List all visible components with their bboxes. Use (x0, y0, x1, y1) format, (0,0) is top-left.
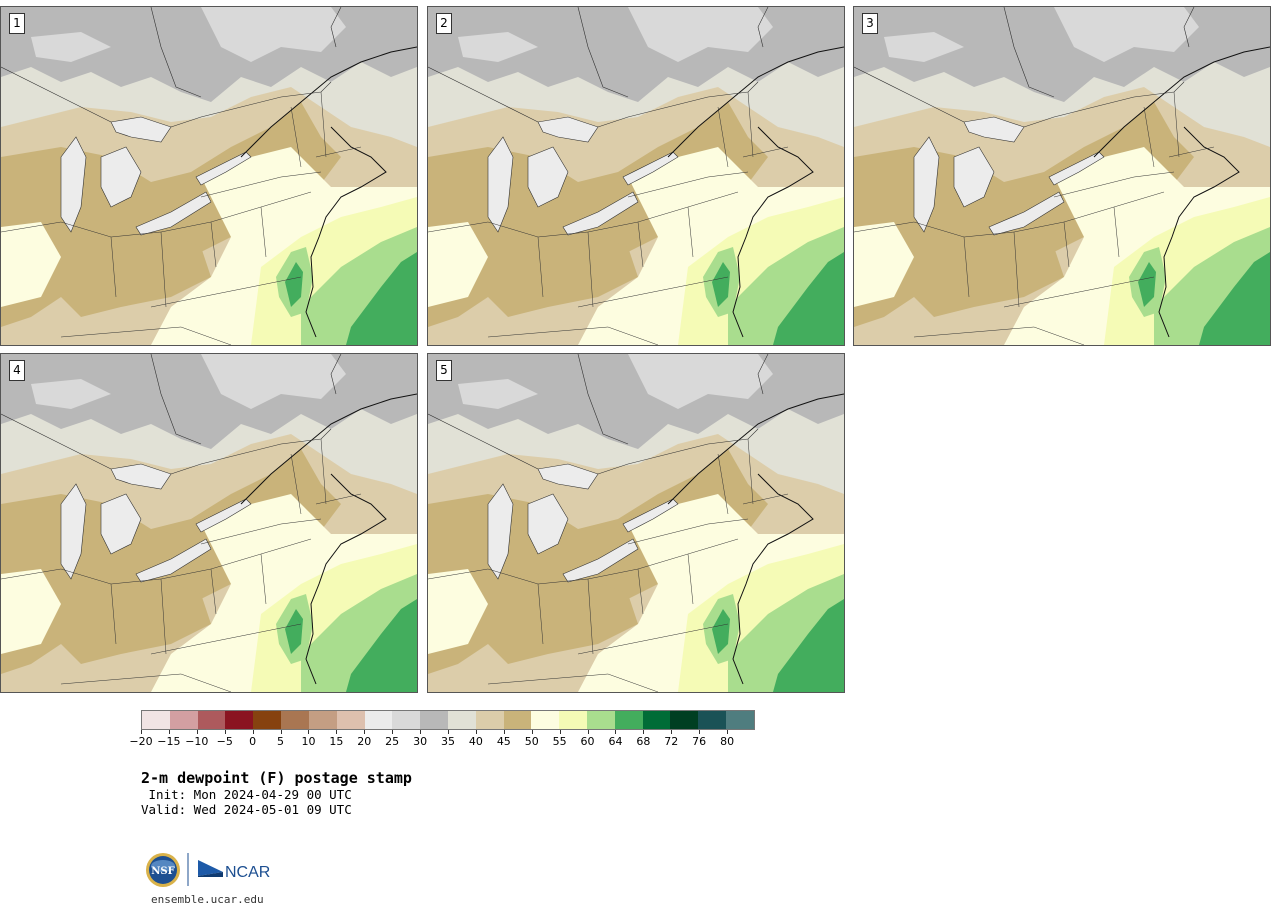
colorbar-cell (392, 711, 421, 729)
colorbar-tick-mark (224, 730, 226, 734)
colorbar-tick-mark (196, 730, 198, 734)
colorbar-cell (698, 711, 727, 729)
dewpoint-map (854, 7, 1270, 345)
colorbar-tick-label: 80 (720, 735, 735, 748)
colorbar-tick-label: 15 (329, 735, 344, 748)
colorbar-cell (559, 711, 587, 729)
colorbar-tick-mark (168, 730, 170, 734)
colorbar-tick-mark (280, 730, 282, 734)
colorbar-tick-mark (308, 730, 310, 734)
colorbar-cell (475, 711, 504, 729)
colorbar-tick-label: 72 (664, 735, 679, 748)
colorbar-cell (614, 711, 643, 729)
colorbar-tick-label: 35 (441, 735, 455, 748)
colorbar-tick-label: −15 (157, 735, 181, 748)
colorbar-cell (336, 711, 365, 729)
dewpoint-map (428, 354, 844, 692)
colorbar-tick-mark (420, 730, 422, 734)
website-url: ensemble.ucar.edu (151, 893, 264, 906)
colorbar-tick-mark (141, 730, 142, 734)
colorbar-tick-label: 30 (413, 735, 428, 748)
member-panel-5: 5 (427, 353, 845, 693)
dewpoint-map (1, 354, 417, 692)
dewpoint-map (428, 7, 844, 345)
colorbar-tick-label: 50 (524, 735, 539, 748)
colorbar-tick-label: 20 (357, 735, 372, 748)
colorbar-tick-label: 40 (468, 735, 483, 748)
colorbar-tick-label: −5 (216, 735, 233, 748)
logos: NSF NCAR (143, 850, 283, 890)
colorbar-tick-label: 45 (496, 735, 511, 748)
colorbar-tick-mark (531, 730, 533, 734)
colorbar-cell (587, 711, 615, 729)
panel-label: 5 (436, 360, 452, 381)
colorbar-tick-label: 25 (385, 735, 400, 748)
valid-time: Valid: Wed 2024-05-01 09 UTC (141, 802, 352, 817)
colorbar-tick-mark (727, 730, 729, 734)
member-panel-3: 3 (853, 6, 1271, 346)
colorbar-cell (670, 711, 699, 729)
colorbar-tick-mark (364, 730, 366, 734)
colorbar-cell (364, 711, 393, 729)
panel-label: 2 (436, 13, 452, 34)
colorbar-cell (253, 711, 282, 729)
colorbar-cell (308, 711, 337, 729)
member-panel-4: 4 (0, 353, 418, 693)
colorbar-tick-mark (336, 730, 338, 734)
panel-label: 3 (862, 13, 878, 34)
colorbar-tick-mark (475, 730, 477, 734)
colorbar-tick-label: 76 (692, 735, 707, 748)
init-time: Init: Mon 2024-04-29 00 UTC (141, 787, 352, 802)
colorbar-tick-label: 55 (552, 735, 567, 748)
colorbar-tick-label: 60 (580, 735, 595, 748)
colorbar-tick-label: 0 (249, 735, 257, 748)
colorbar-tick-mark (503, 730, 505, 734)
colorbar-tick-mark (559, 730, 561, 734)
colorbar-tick-mark (392, 730, 394, 734)
colorbar-cell (420, 711, 448, 729)
dewpoint-map (1, 7, 417, 345)
colorbar-cell (726, 711, 754, 729)
ncar-logo-text: NCAR (225, 864, 270, 881)
colorbar-tick-label: 64 (608, 735, 623, 748)
colorbar-tick-mark (671, 730, 673, 734)
colorbar-tick-mark (643, 730, 645, 734)
colorbar-tick-label: −10 (185, 735, 209, 748)
colorbar-ticks: −20 −15 −10 −5 0 5 10 15 20 25 30 35 40 45 50 55 60 64 68 7… (129, 730, 755, 752)
colorbar-cell (281, 711, 309, 729)
member-panel-2: 2 (427, 6, 845, 346)
ncar-logo-icon: NCAR (198, 860, 270, 881)
panel-label: 1 (9, 13, 25, 34)
colorbar-tick-label: 68 (636, 735, 651, 748)
colorbar-cell (503, 711, 532, 729)
member-panel-1: 1 (0, 6, 418, 346)
colorbar (141, 710, 755, 730)
colorbar-tick-mark (448, 730, 449, 734)
panel-label: 4 (9, 360, 25, 381)
colorbar-tick-mark (615, 730, 617, 734)
colorbar-tick-mark (699, 730, 701, 734)
colorbar-tick-label: 5 (277, 735, 285, 748)
colorbar-cell (142, 711, 170, 729)
colorbar-tick-label: −20 (129, 735, 153, 748)
colorbar-cell (642, 711, 671, 729)
colorbar-cell (197, 711, 226, 729)
colorbar-tick-mark (252, 730, 254, 734)
colorbar-tick-mark (587, 730, 589, 734)
colorbar-tick-label: 10 (301, 735, 316, 748)
colorbar-cell (169, 711, 198, 729)
colorbar-cell (447, 711, 476, 729)
plot-title: 2-m dewpoint (F) postage stamp (141, 769, 412, 787)
colorbar-cell (531, 711, 560, 729)
nsf-logo-icon: NSF (146, 853, 180, 887)
colorbar-cell (225, 711, 254, 729)
nsf-logo-text: NSF (151, 866, 174, 877)
